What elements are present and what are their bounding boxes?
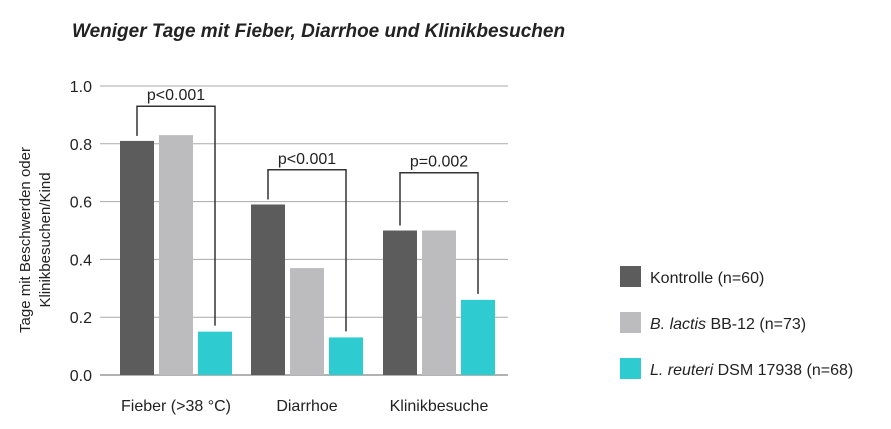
y-tick-label: 1.0 — [70, 79, 92, 96]
significance-bracket — [136, 105, 216, 326]
bar-3-series-3 — [461, 299, 495, 375]
significance-bracket — [399, 171, 479, 294]
y-axis-label-line-1: Tage mit Beschwerden oder — [17, 147, 34, 333]
y-tick-label: 0.6 — [70, 195, 92, 212]
significance-bracket — [267, 169, 347, 332]
legend-label: Kontrolle (n=60) — [650, 270, 764, 287]
bar-2-series-1 — [251, 204, 285, 375]
bar-1-series-3 — [198, 331, 232, 375]
bar-3-series-2 — [422, 230, 456, 375]
y-axis-label: Tage mit Beschwerden oder Klinikbesuchen… — [17, 147, 54, 333]
p-value-label: p<0.001 — [147, 87, 205, 104]
bar-2-series-2 — [290, 268, 324, 375]
y-axis-label-line-2: Klinikbesuchen/Kind — [37, 172, 54, 307]
legend-swatch — [620, 266, 641, 287]
legend-swatch — [620, 312, 641, 333]
bar-3-series-1 — [383, 230, 417, 375]
legend-swatch — [620, 358, 641, 379]
x-tick-label: Diarrhoe — [276, 398, 337, 415]
chart-title: Weniger Tage mit Fieber, Diarrhoe und Kl… — [72, 21, 565, 42]
y-tick-label: 0.4 — [70, 252, 92, 269]
y-tick-label: 0.0 — [70, 368, 92, 385]
legend-label-text: DSM 17938 (n=68) — [713, 362, 853, 379]
bar-1-series-1 — [120, 140, 154, 375]
legend-label-italic: B. lactis — [650, 316, 706, 333]
y-tick-label: 0.2 — [70, 310, 92, 327]
p-value-label: p=0.002 — [410, 154, 468, 171]
x-tick-label: Klinikbesuche — [390, 398, 489, 415]
legend-label-text: Kontrolle (n=60) — [650, 270, 764, 287]
y-tick-label: 0.8 — [70, 137, 92, 154]
legend-label: L. reuteri DSM 17938 (n=68) — [650, 362, 853, 379]
legend-label-text: BB-12 (n=73) — [706, 316, 806, 333]
bar-1-series-2 — [159, 135, 193, 375]
x-tick-label: Fieber (>38 °C) — [121, 398, 231, 415]
p-value-label: p<0.001 — [278, 151, 336, 168]
bar-2-series-3 — [329, 337, 363, 375]
legend-label: B. lactis BB-12 (n=73) — [650, 316, 806, 333]
legend-label-italic: L. reuteri — [650, 362, 714, 379]
